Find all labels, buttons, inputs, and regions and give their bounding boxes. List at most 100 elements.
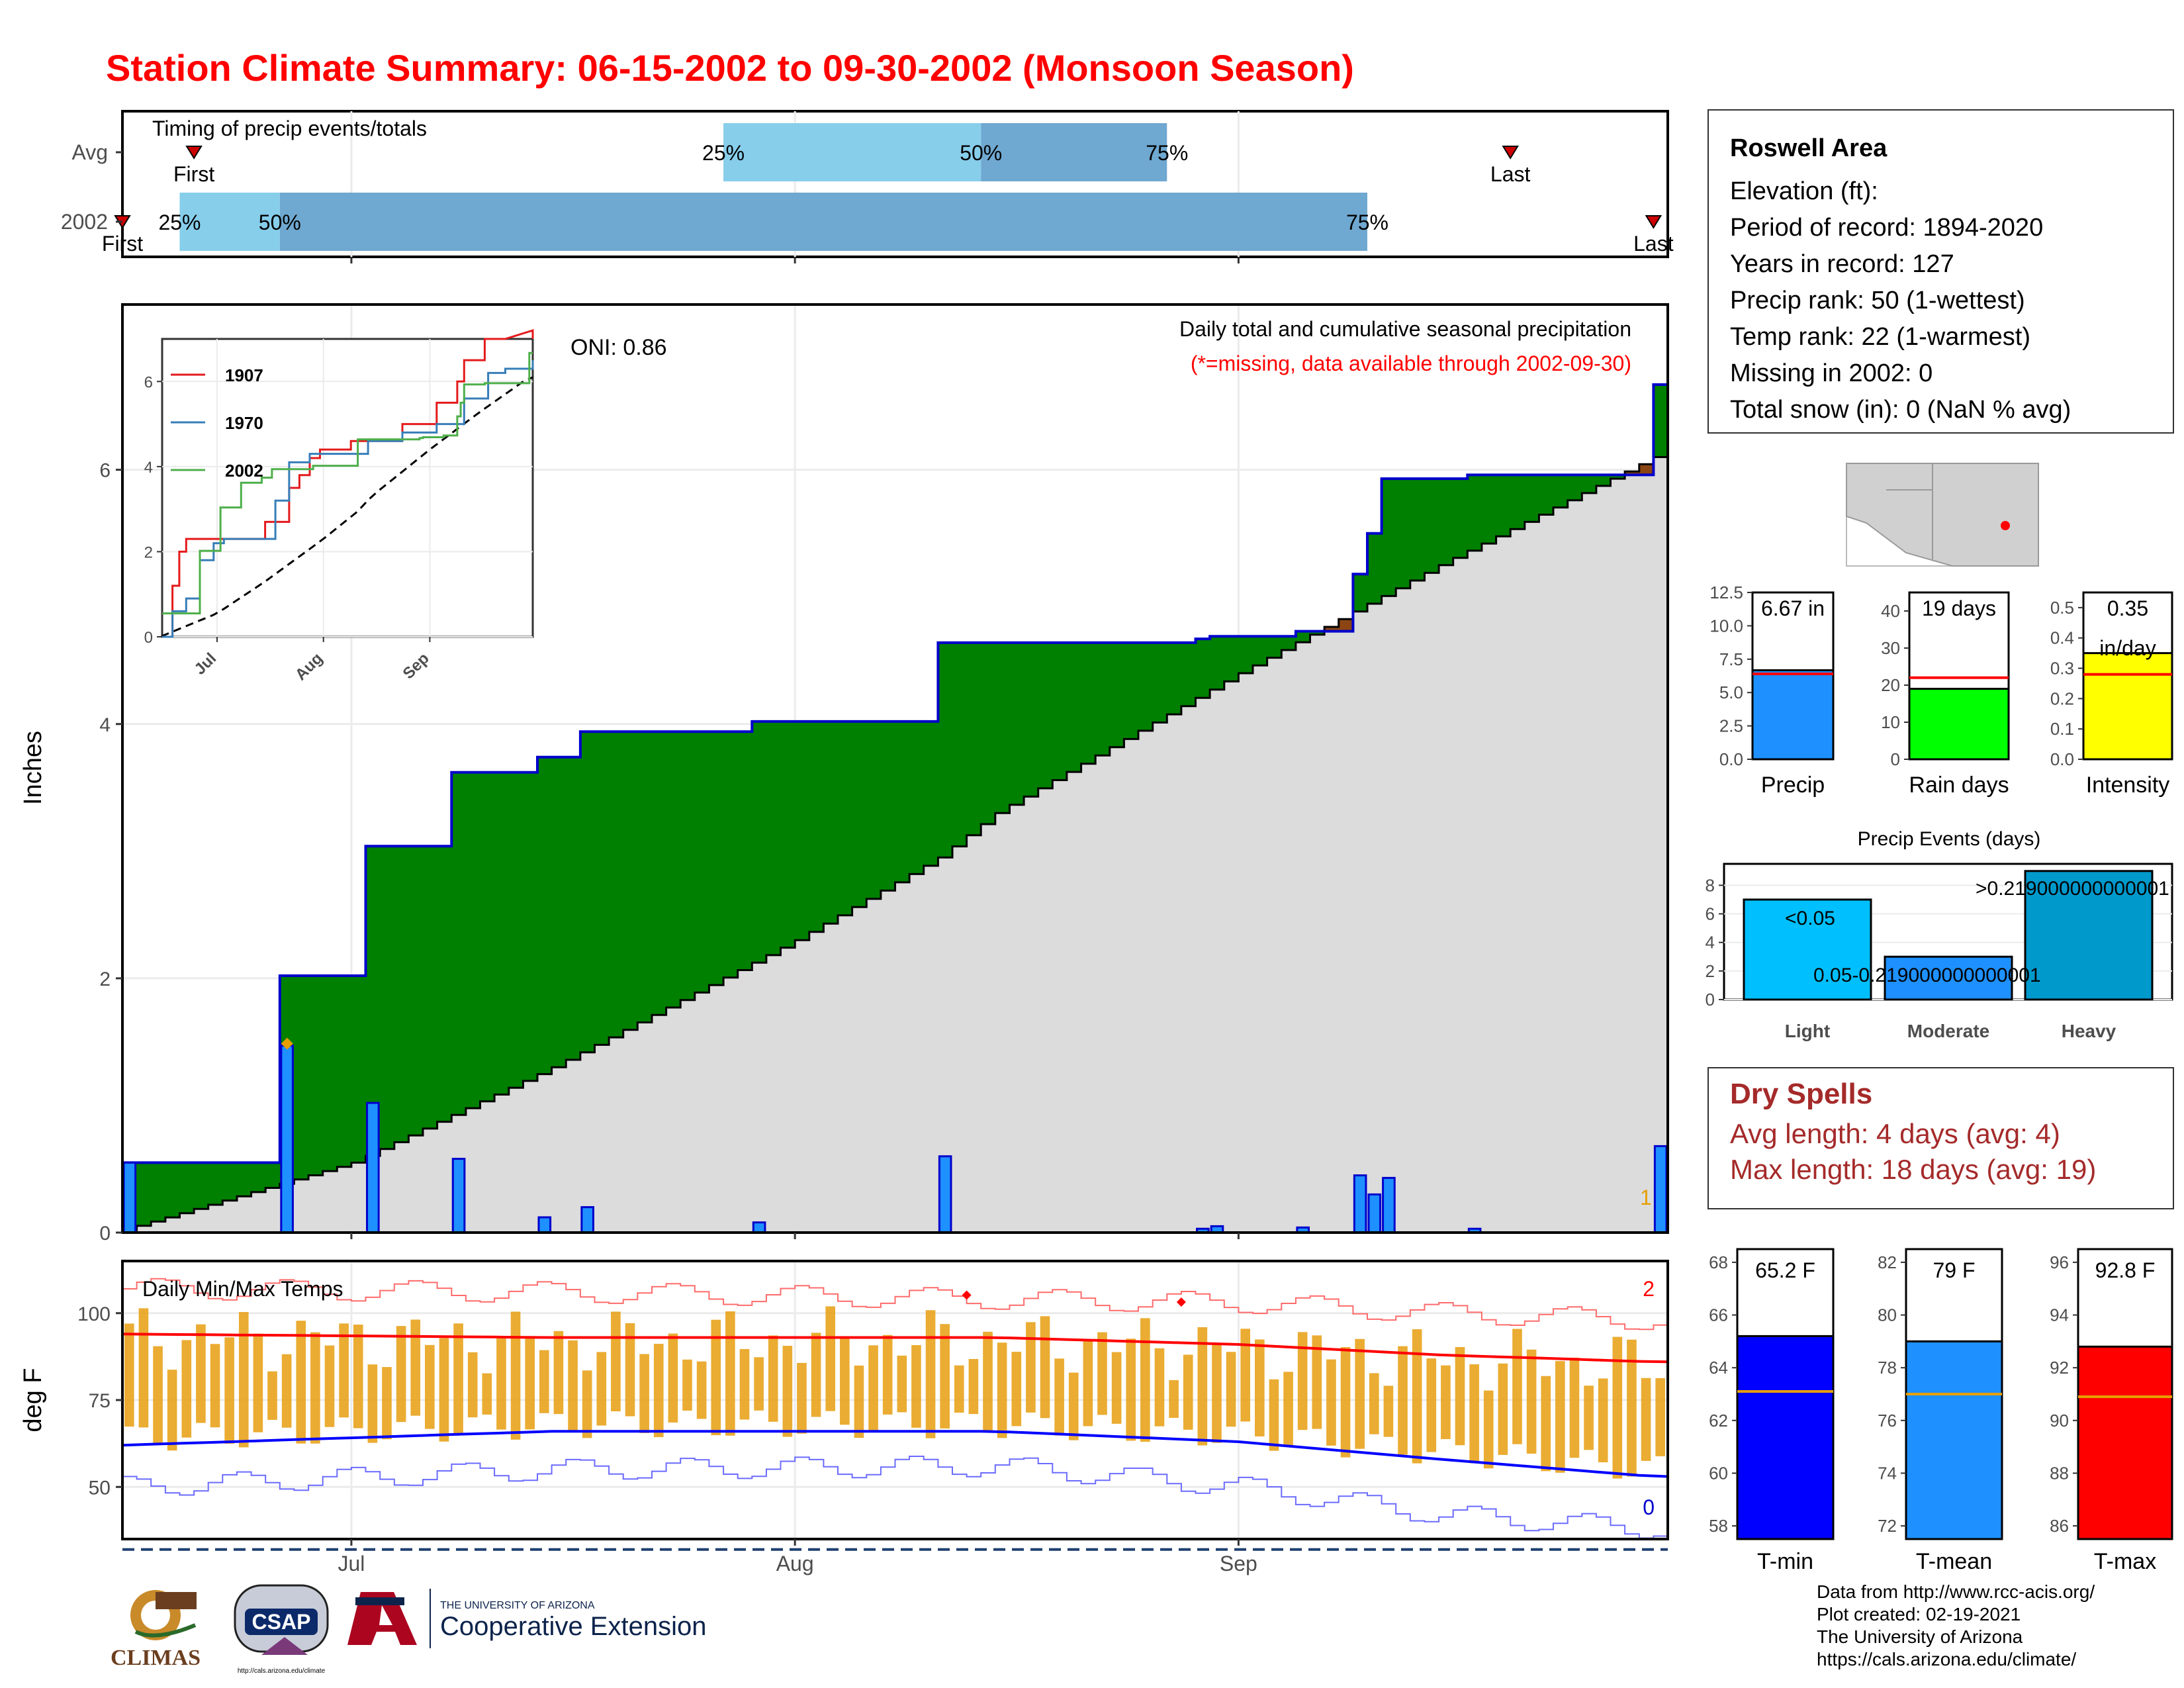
event-bar bbox=[1884, 955, 2013, 1001]
station-precip-rank: Precip rank: 50 (1-wettest) bbox=[1730, 287, 2025, 314]
timing-label-75: 75% bbox=[1146, 141, 1188, 165]
temp-bar-value bbox=[1905, 1340, 2003, 1540]
above-average-area bbox=[938, 642, 953, 858]
precip-panel-frame bbox=[121, 303, 1669, 1234]
inset-xtick-label: Sep bbox=[399, 649, 432, 682]
above-average-area bbox=[194, 1162, 209, 1209]
above-average-area bbox=[766, 721, 782, 955]
temp-bar-ytick-label: 72 bbox=[1878, 1516, 1897, 1536]
daily-temp-bar bbox=[1483, 1390, 1494, 1469]
above-average-area bbox=[981, 642, 996, 825]
above-average-area bbox=[294, 976, 309, 1180]
events-title: Precip Events (days) bbox=[1858, 828, 2041, 850]
daily-temp-bar bbox=[1312, 1335, 1322, 1429]
mini-bar-ytick-label: 30 bbox=[1881, 638, 1900, 658]
precip-ytick-label: 2 bbox=[99, 968, 111, 990]
above-average-area bbox=[1009, 642, 1024, 805]
above-average-area bbox=[480, 772, 495, 1102]
temp-bar-ytick-label: 96 bbox=[2050, 1252, 2069, 1272]
inset-ytick-label: 2 bbox=[144, 543, 153, 561]
daily-temp-bar bbox=[1269, 1379, 1279, 1451]
inset-series-2002 bbox=[161, 352, 533, 615]
temp-ytick-label: 75 bbox=[89, 1390, 111, 1412]
above-average-area bbox=[795, 721, 810, 941]
above-average-area bbox=[1353, 574, 1368, 612]
daily-temp-bar bbox=[553, 1331, 564, 1415]
climas-logo: CLIMAS bbox=[111, 1590, 201, 1670]
daily-precip-bar bbox=[1382, 1176, 1396, 1234]
mini-bar-ytick-label: 0.5 bbox=[2050, 598, 2074, 618]
temp-bar-ytick-label: 80 bbox=[1878, 1305, 1897, 1325]
mini-bar-category-label: Intensity bbox=[2086, 773, 2170, 798]
daily-temp-bar bbox=[1026, 1322, 1036, 1413]
above-average-area bbox=[1295, 631, 1311, 643]
precip-ytick-label: 4 bbox=[99, 714, 111, 736]
credits: Data from http://www.rcc-acis.org/ Plot … bbox=[1817, 1581, 2095, 1671]
above-average-area bbox=[1081, 642, 1096, 764]
daily-precip-bar bbox=[366, 1102, 380, 1234]
temp-bar-value bbox=[2077, 1345, 2173, 1540]
daily-temp-bar bbox=[568, 1340, 578, 1431]
daily-temp-bar bbox=[324, 1345, 335, 1427]
daily-temp-bar bbox=[181, 1340, 192, 1438]
above-average-area bbox=[537, 757, 553, 1074]
station-missing: Missing in 2002: 0 bbox=[1730, 359, 1933, 387]
temp-bar-ytick-label: 68 bbox=[1709, 1252, 1728, 1272]
dry-spells-title: Dry Spells bbox=[1730, 1078, 1873, 1110]
daily-temp-bar bbox=[1083, 1340, 1093, 1427]
average-cumulative-area bbox=[122, 457, 1668, 1233]
mini-bar-ytick-label: 0 bbox=[1891, 749, 1900, 769]
above-average-area bbox=[623, 731, 638, 1030]
temp-bar-category-label: T-mean bbox=[1916, 1549, 1992, 1574]
max-day-marker bbox=[281, 1037, 293, 1050]
above-average-area bbox=[694, 731, 710, 993]
record-marker bbox=[962, 1290, 972, 1300]
daily-temp-bar bbox=[868, 1345, 878, 1432]
inset-frame bbox=[161, 338, 534, 638]
daily-temp-bar bbox=[138, 1308, 149, 1428]
daily-temp-bar bbox=[582, 1370, 592, 1438]
below-average-area bbox=[1324, 626, 1340, 632]
event-bar bbox=[1743, 898, 1872, 1001]
record-high-line bbox=[122, 1278, 1668, 1331]
above-average-area bbox=[1410, 479, 1426, 581]
above-average-area bbox=[809, 721, 824, 932]
university-of-arizona-logo: THE UNIVERSITY OF ARIZONA Cooperative Ex… bbox=[347, 1589, 706, 1648]
above-average-area bbox=[823, 721, 839, 924]
precip-missing-note: (*=missing, data available through 2002-… bbox=[1191, 352, 1631, 375]
above-average-area bbox=[609, 731, 624, 1038]
daily-temp-bar bbox=[238, 1312, 249, 1448]
inset-legend-label: 1907 bbox=[225, 365, 263, 385]
temp-bar-ytick-label: 66 bbox=[1709, 1305, 1728, 1325]
inset-average-line bbox=[161, 376, 533, 637]
station-temp-rank: Temp rank: 22 (1-warmest) bbox=[1730, 323, 2031, 351]
events-ytick-label: 4 bbox=[1706, 933, 1715, 953]
above-average-area bbox=[408, 846, 424, 1136]
daily-temp-bar bbox=[968, 1358, 979, 1415]
credit-data-source: Data from http://www.rcc-acis.org/ bbox=[1817, 1581, 2095, 1602]
above-average-area bbox=[1109, 642, 1125, 747]
above-average-area bbox=[1038, 642, 1053, 788]
above-average-area bbox=[852, 721, 867, 908]
daily-precip-bar bbox=[1367, 1193, 1382, 1234]
dry-spells-box: Dry Spells Avg length: 4 days (avg: 4) M… bbox=[1707, 1067, 2174, 1209]
temp-bar-value-label: 92.8 F bbox=[2095, 1258, 2156, 1282]
above-average-area bbox=[1267, 636, 1282, 658]
above-average-area bbox=[265, 1162, 281, 1188]
daily-precip-bar bbox=[451, 1158, 466, 1234]
daily-temp-bar bbox=[997, 1342, 1007, 1438]
temp-bar-ytick-label: 88 bbox=[2050, 1463, 2069, 1483]
daily-temp-bar bbox=[1426, 1358, 1437, 1452]
daily-precip-bar bbox=[537, 1216, 552, 1234]
daily-precip-bar bbox=[752, 1221, 766, 1234]
above-average-area bbox=[322, 976, 338, 1172]
mini-bar-value-label: 19 days bbox=[1922, 596, 1996, 620]
csap-logo-text: CSAP bbox=[252, 1610, 311, 1634]
station-name: Roswell Area bbox=[1730, 134, 1888, 162]
above-average-area bbox=[523, 772, 538, 1081]
above-average-area bbox=[1396, 479, 1411, 588]
daily-temp-bar bbox=[854, 1365, 864, 1438]
mini-bar-value-label: 0.35 bbox=[2107, 596, 2148, 620]
daily-temp-bar bbox=[668, 1333, 678, 1423]
